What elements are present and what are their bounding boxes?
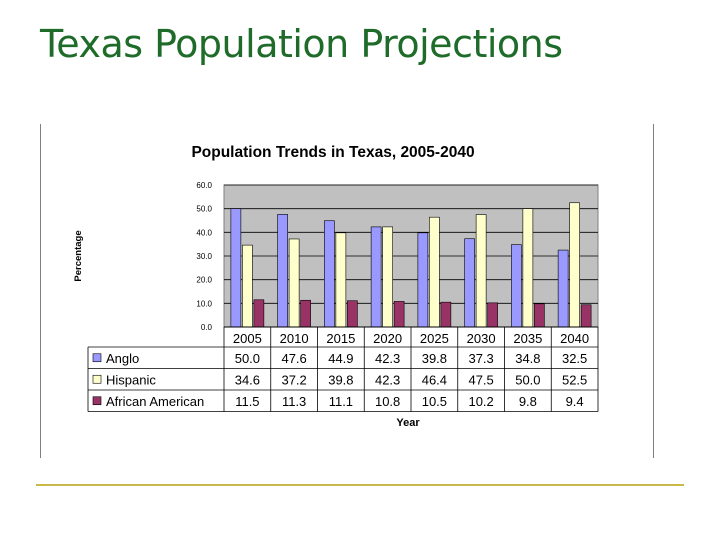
x-tick-label: 2020 [373,331,402,346]
data-label: 50.0 [515,372,540,387]
data-label: 9.8 [519,394,537,409]
x-tick-label: 2015 [326,331,355,346]
plot-area: 0.0 10.0 20.0 30.0 40.0 50.0 60.0 [196,181,599,332]
bar-anglo [230,208,242,328]
y-tick-label: 30.0 [196,252,212,261]
data-label: 34.8 [515,351,540,366]
bar-african-american [300,299,311,328]
data-label: 42.3 [375,351,400,366]
data-label: 37.3 [468,351,493,366]
bar-anglo [557,249,569,328]
data-label: 10.8 [375,394,400,409]
bar-hispanic [335,232,347,328]
bar-hispanic [522,208,534,328]
data-label: 47.5 [468,372,493,387]
slide-title: Texas Population Projections [40,22,563,66]
bar-hispanic [288,238,300,328]
bar-african-american [580,304,592,328]
chart-title: Population Trends in Texas, 2005-2040 [191,144,474,161]
bar-anglo [464,238,475,328]
data-label: 39.8 [422,351,447,366]
legend-swatch [92,374,102,384]
x-tick-label: 2010 [280,331,309,346]
data-label: 34.6 [235,372,260,387]
bar-anglo [417,232,429,328]
y-tick-label: 20.0 [196,276,212,285]
data-label: 42.3 [375,372,400,387]
y-tick-label: 60.0 [196,181,212,190]
bar-hispanic [569,202,580,328]
x-tick-label: 2040 [560,331,589,346]
bar-hispanic [242,244,253,328]
bar-anglo [324,220,335,328]
data-label: 46.4 [422,372,447,387]
data-table: 2005 2010 2015 2020 2025 2030 2035 2040 Anglo 50.… [87,327,599,412]
chart-frame-right [653,124,654,458]
legend-label: Anglo [106,351,139,366]
y-tick-label: 0.0 [201,323,213,332]
x-tick-label: 2030 [467,331,496,346]
bar-anglo [277,214,288,328]
bar-african-american [440,301,452,328]
data-label: 52.5 [562,372,587,387]
legend-swatch [92,353,102,363]
y-tick-label: 10.0 [196,299,212,308]
bar-african-american [393,301,405,328]
y-tick-label: 40.0 [196,228,212,237]
bar-african-american [253,299,265,328]
footer-rule [36,484,684,486]
data-label: 47.6 [281,351,306,366]
bar-african-american [534,303,545,328]
bar-african-american [487,302,498,328]
x-tick-label: 2035 [513,331,542,346]
data-label: 32.5 [562,351,587,366]
bar-anglo [511,244,522,328]
bar-hispanic [429,216,440,328]
bar-hispanic [475,214,487,328]
data-label: 50.0 [235,351,260,366]
x-tick-label: 2005 [233,331,262,346]
data-label: 9.4 [566,394,584,409]
y-axis-label: Percentage [73,230,84,281]
chart-frame-left [40,124,41,458]
y-tick-label: 50.0 [196,205,212,214]
bar-hispanic [382,226,393,328]
legend-swatch [92,396,102,406]
bar-african-american [347,300,358,328]
data-label: 39.8 [328,372,353,387]
bar-anglo [370,226,382,328]
data-label: 44.9 [328,351,353,366]
data-label: 37.2 [281,372,306,387]
legend-label: African American [106,394,204,409]
data-label: 11.1 [329,394,353,409]
x-tick-label: 2025 [420,331,449,346]
data-label: 10.5 [422,394,447,409]
legend-label: Hispanic [106,372,156,387]
data-label: 11.5 [235,394,259,409]
data-label: 11.3 [282,394,306,409]
x-axis-label: Year [396,417,420,429]
data-label: 10.2 [468,394,493,409]
